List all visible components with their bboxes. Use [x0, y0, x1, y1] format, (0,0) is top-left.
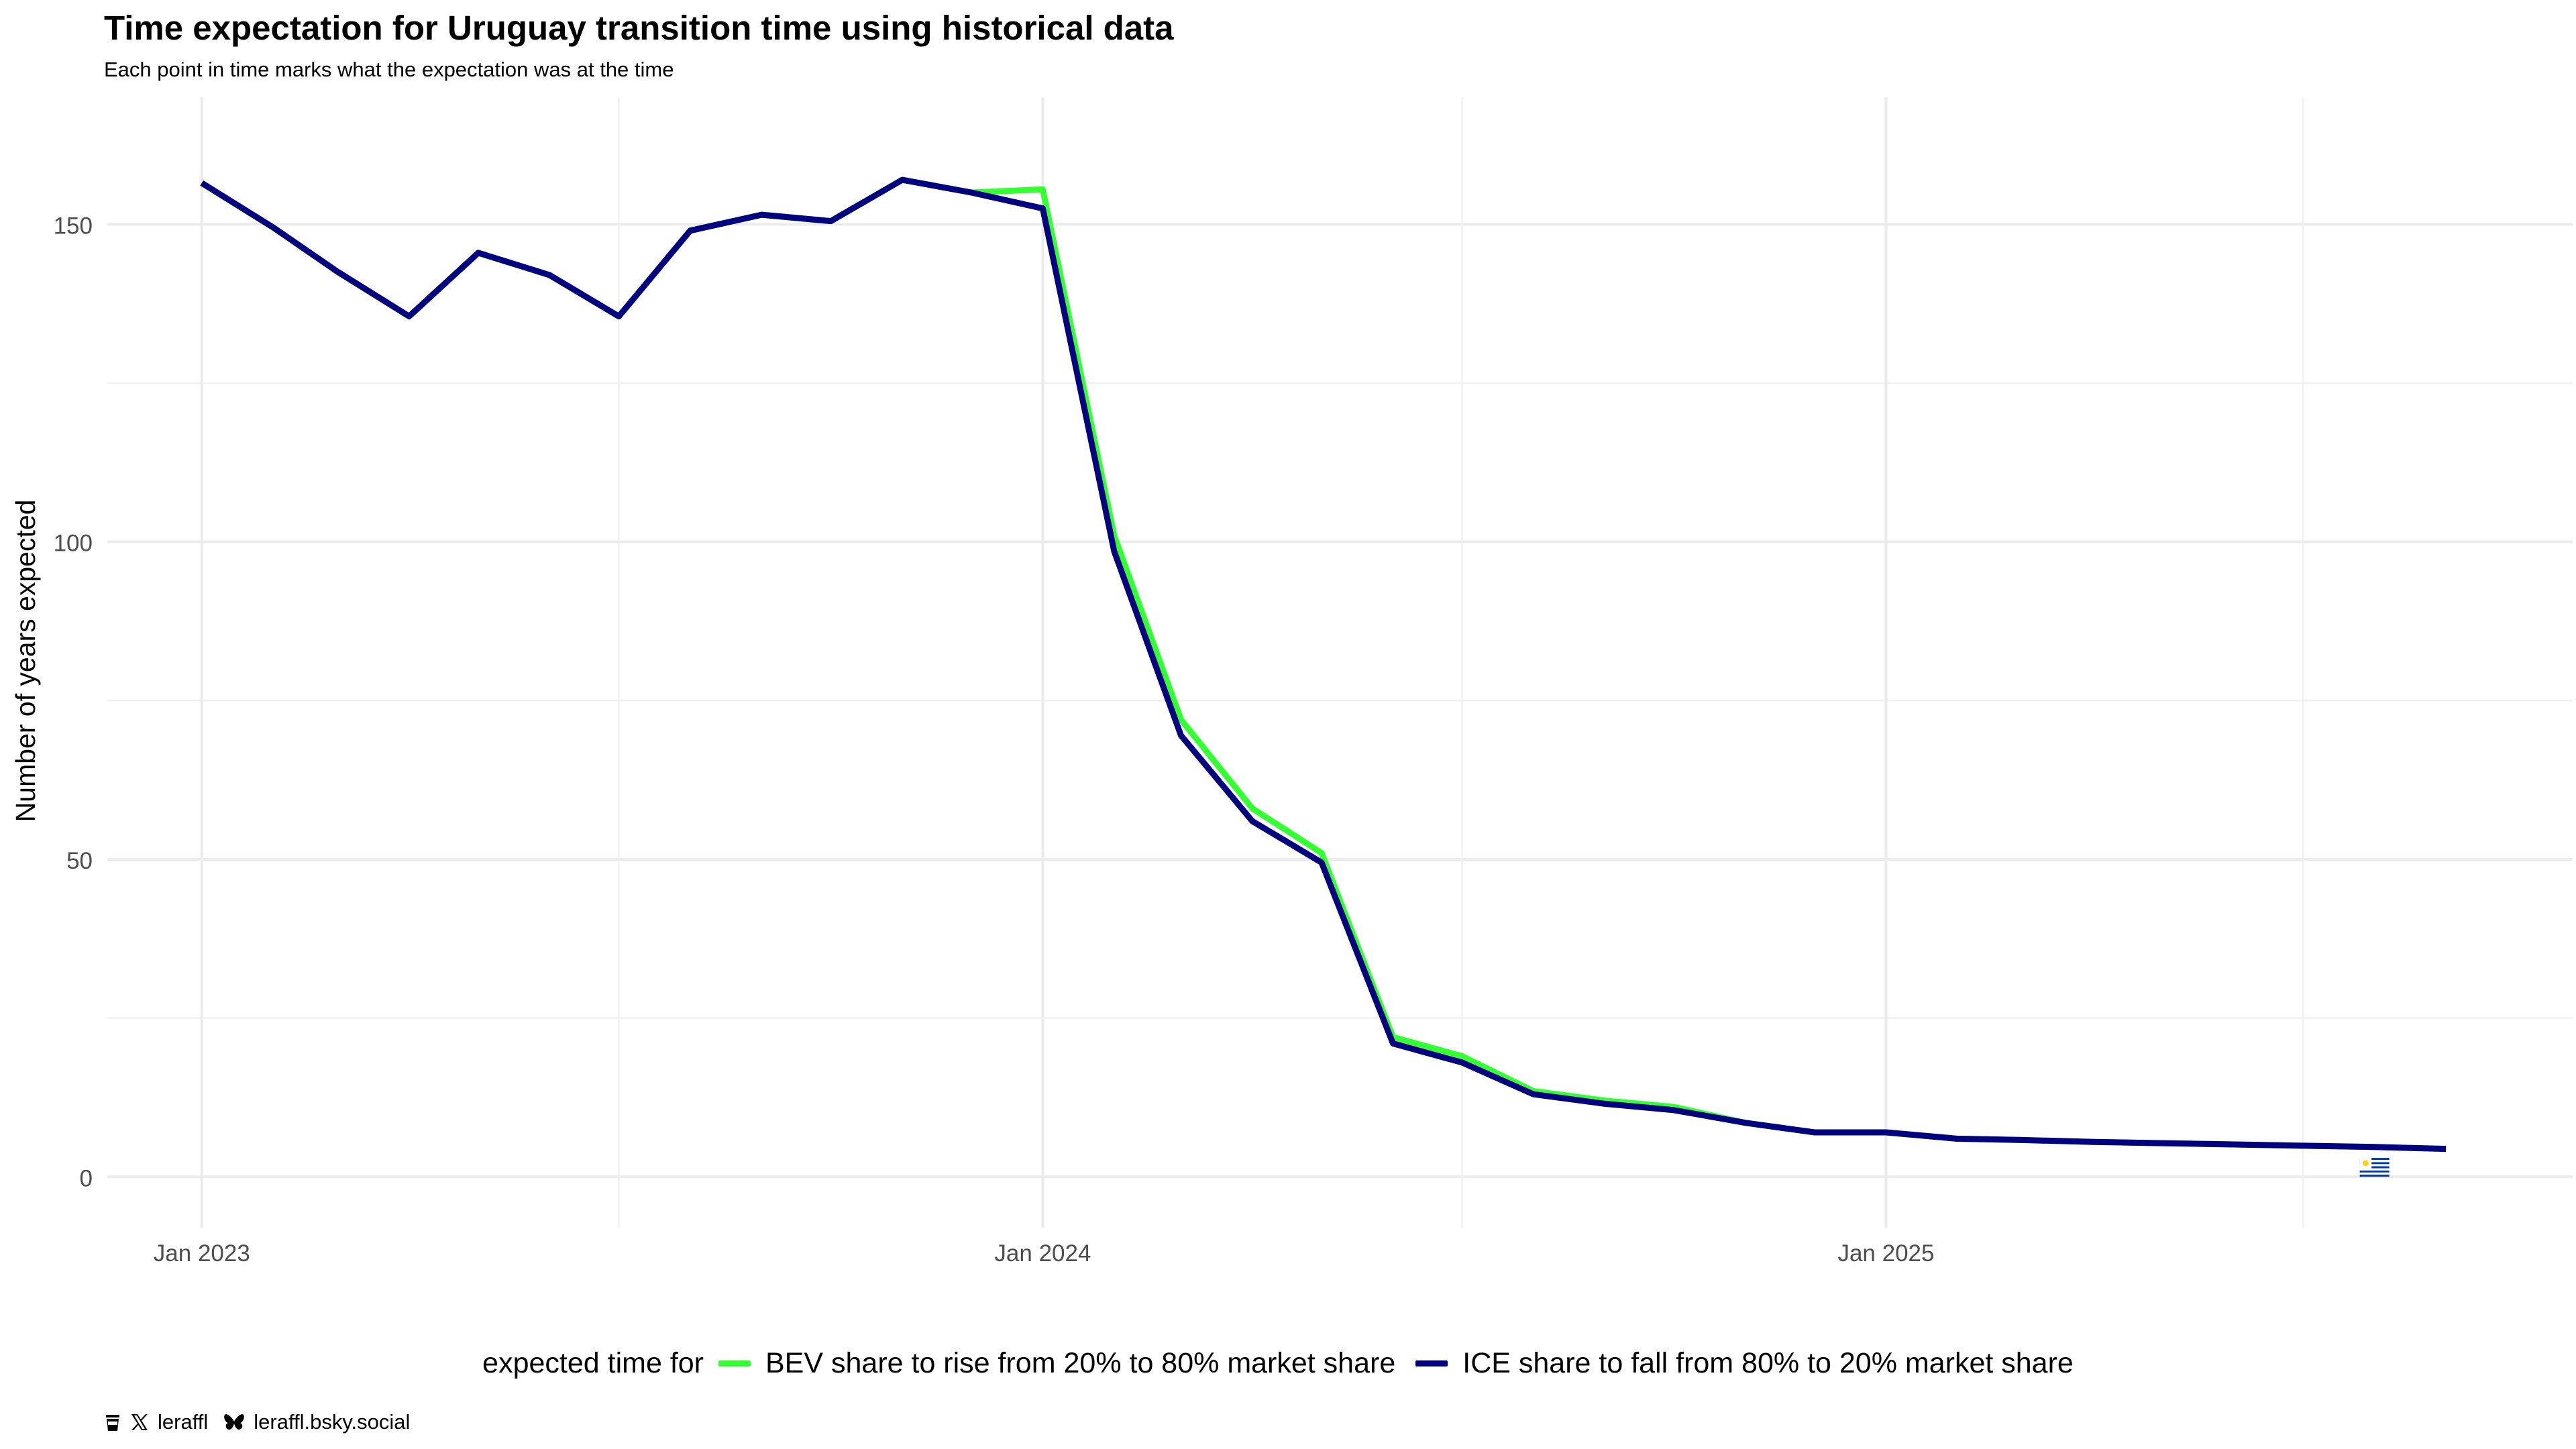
y-axis-label: Number of years expected	[10, 500, 41, 822]
coffee-icon	[104, 1412, 121, 1432]
series-line-bev	[200, 176, 2447, 1152]
annotations	[2359, 1158, 2390, 1177]
series-line-ice	[200, 176, 2447, 1152]
legend-label-bev: BEV share to rise from 20% to 80% market…	[765, 1347, 1396, 1379]
chart-title: Time expectation for Uruguay transition …	[104, 9, 1174, 47]
bluesky-handle: leraffl.bsky.social	[254, 1410, 411, 1434]
x-tick-label: Jan 2023	[154, 1240, 250, 1267]
x-tick-label: Jan 2024	[994, 1240, 1091, 1267]
axis-ticks: 0 50 100 150 Jan 2023 Jan 2024 Jan 2025	[54, 213, 1935, 1267]
footer-credits: leraffl leraffl.bsky.social	[104, 1410, 425, 1434]
series-lines	[200, 176, 2447, 1152]
x-handle: leraffl	[158, 1410, 209, 1434]
y-tick-label: 0	[80, 1165, 93, 1191]
legend-item-bev: BEV share to rise from 20% to 80% market…	[718, 1347, 1395, 1380]
y-tick-label: 50	[66, 848, 93, 874]
legend-item-ice: ICE share to fall from 80% to 20% market…	[1415, 1347, 2074, 1380]
uruguay-flag-icon	[2359, 1158, 2390, 1177]
y-tick-label: 100	[54, 531, 93, 557]
y-tick-label: 150	[54, 213, 93, 239]
grid-lines	[107, 97, 2573, 1228]
butterfly-icon	[223, 1412, 246, 1432]
legend: expected time for BEV share to rise from…	[0, 1347, 2576, 1380]
x-logo-icon	[129, 1412, 150, 1432]
legend-title: expected time for	[482, 1347, 704, 1379]
x-tick-label: Jan 2025	[1837, 1240, 1934, 1267]
legend-swatch-ice	[1415, 1360, 1448, 1366]
legend-label-ice: ICE share to fall from 80% to 20% market…	[1462, 1347, 2074, 1379]
legend-swatch-bev	[718, 1360, 751, 1366]
chart-subtitle: Each point in time marks what the expect…	[104, 58, 674, 81]
